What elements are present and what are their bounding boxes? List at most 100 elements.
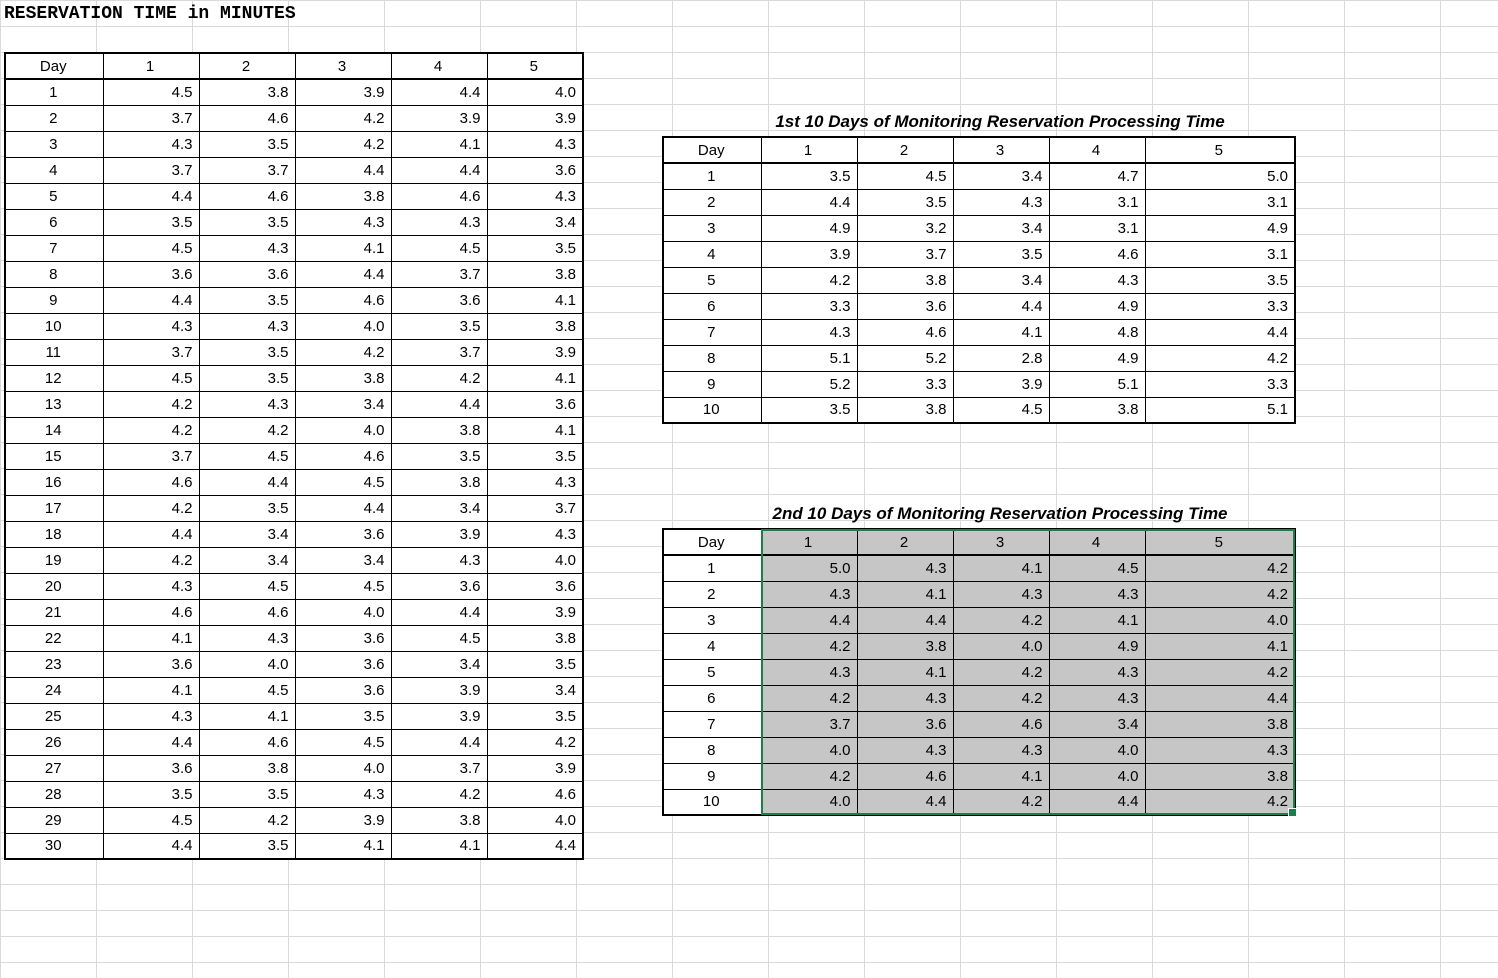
data-cell[interactable]: 3.9: [391, 105, 487, 131]
data-cell[interactable]: 3.8: [1145, 763, 1295, 789]
data-cell[interactable]: 4.2: [761, 633, 857, 659]
data-cell[interactable]: 3.8: [857, 267, 953, 293]
data-cell[interactable]: 3.9: [391, 677, 487, 703]
data-cell[interactable]: 4.3: [295, 781, 391, 807]
data-cell[interactable]: 3.9: [487, 105, 583, 131]
data-cell[interactable]: 4.4: [857, 789, 953, 815]
data-cell[interactable]: 3.5: [295, 703, 391, 729]
data-cell[interactable]: 4.4: [103, 521, 199, 547]
data-cell[interactable]: 4.4: [487, 833, 583, 859]
data-cell[interactable]: 4.4: [953, 293, 1049, 319]
data-cell[interactable]: 4.2: [1145, 659, 1295, 685]
col-header[interactable]: 2: [199, 53, 295, 79]
data-cell[interactable]: 3.5: [761, 397, 857, 423]
data-cell[interactable]: 4.3: [953, 189, 1049, 215]
data-cell[interactable]: 4.1: [391, 131, 487, 157]
data-cell[interactable]: 4.1: [953, 319, 1049, 345]
data-cell[interactable]: 4.3: [761, 319, 857, 345]
data-cell[interactable]: 4.5: [103, 365, 199, 391]
data-cell[interactable]: 4.1: [487, 417, 583, 443]
col-header[interactable]: 5: [1145, 529, 1295, 555]
data-cell[interactable]: 4.1: [295, 833, 391, 859]
col-header[interactable]: 3: [295, 53, 391, 79]
table-row[interactable]: 194.23.43.44.34.0: [5, 547, 583, 573]
data-cell[interactable]: 3.8: [487, 313, 583, 339]
data-cell[interactable]: 3.5: [199, 131, 295, 157]
data-cell[interactable]: 4.3: [1049, 581, 1145, 607]
data-cell[interactable]: 4.3: [391, 209, 487, 235]
data-cell[interactable]: 4.3: [199, 313, 295, 339]
data-cell[interactable]: 3.8: [391, 469, 487, 495]
data-cell[interactable]: 4.4: [295, 157, 391, 183]
data-cell[interactable]: 4.2: [103, 495, 199, 521]
data-cell[interactable]: 4.3: [391, 547, 487, 573]
data-cell[interactable]: 4.5: [391, 625, 487, 651]
data-cell[interactable]: 3.8: [487, 261, 583, 287]
col-header[interactable]: 1: [761, 529, 857, 555]
data-cell[interactable]: 4.6: [295, 443, 391, 469]
day-cell[interactable]: 10: [663, 397, 761, 423]
data-cell[interactable]: 4.4: [1049, 789, 1145, 815]
data-cell[interactable]: 3.4: [295, 391, 391, 417]
data-cell[interactable]: 5.0: [761, 555, 857, 581]
col-header[interactable]: 3: [953, 529, 1049, 555]
table-row[interactable]: 14.53.83.94.44.0: [5, 79, 583, 105]
table-row[interactable]: 24.34.14.34.34.2: [663, 581, 1295, 607]
col-header[interactable]: Day: [663, 529, 761, 555]
data-cell[interactable]: 3.9: [761, 241, 857, 267]
data-cell[interactable]: 4.6: [391, 183, 487, 209]
table-row[interactable]: 73.73.64.63.43.8: [663, 711, 1295, 737]
data-cell[interactable]: 3.4: [953, 163, 1049, 189]
data-cell[interactable]: 3.4: [487, 209, 583, 235]
day-cell[interactable]: 15: [5, 443, 103, 469]
data-cell[interactable]: 4.2: [199, 417, 295, 443]
table-row[interactable]: 13.54.53.44.75.0: [663, 163, 1295, 189]
data-cell[interactable]: 3.5: [199, 365, 295, 391]
data-cell[interactable]: 4.4: [761, 607, 857, 633]
data-cell[interactable]: 4.1: [487, 287, 583, 313]
data-cell[interactable]: 3.6: [487, 391, 583, 417]
data-cell[interactable]: 4.5: [1049, 555, 1145, 581]
data-cell[interactable]: 4.5: [103, 235, 199, 261]
data-cell[interactable]: 4.1: [295, 235, 391, 261]
data-cell[interactable]: 4.3: [1145, 737, 1295, 763]
data-cell[interactable]: 3.3: [857, 371, 953, 397]
data-cell[interactable]: 4.3: [857, 555, 953, 581]
day-cell[interactable]: 2: [5, 105, 103, 131]
data-cell[interactable]: 4.9: [1049, 345, 1145, 371]
data-cell[interactable]: 3.6: [295, 651, 391, 677]
day-cell[interactable]: 10: [5, 313, 103, 339]
data-cell[interactable]: 3.4: [295, 547, 391, 573]
data-cell[interactable]: 4.4: [1145, 319, 1295, 345]
data-cell[interactable]: 4.0: [295, 417, 391, 443]
data-cell[interactable]: 3.6: [199, 261, 295, 287]
table-row[interactable]: 103.53.84.53.85.1: [663, 397, 1295, 423]
day-cell[interactable]: 6: [663, 293, 761, 319]
table-row[interactable]: 23.74.64.23.93.9: [5, 105, 583, 131]
day-cell[interactable]: 7: [5, 235, 103, 261]
table-row[interactable]: 63.53.54.34.33.4: [5, 209, 583, 235]
day-cell[interactable]: 26: [5, 729, 103, 755]
table-row[interactable]: 94.43.54.63.64.1: [5, 287, 583, 313]
table-row[interactable]: 204.34.54.53.63.6: [5, 573, 583, 599]
data-cell[interactable]: 3.5: [199, 833, 295, 859]
data-cell[interactable]: 4.3: [487, 521, 583, 547]
day-cell[interactable]: 2: [663, 189, 761, 215]
table-row[interactable]: 85.15.22.84.94.2: [663, 345, 1295, 371]
col-header[interactable]: 4: [391, 53, 487, 79]
data-cell[interactable]: 3.6: [857, 293, 953, 319]
day-cell[interactable]: 1: [5, 79, 103, 105]
data-cell[interactable]: 4.6: [199, 105, 295, 131]
day-cell[interactable]: 23: [5, 651, 103, 677]
data-cell[interactable]: 4.5: [199, 573, 295, 599]
table-row[interactable]: 184.43.43.63.94.3: [5, 521, 583, 547]
col-header[interactable]: 2: [857, 137, 953, 163]
data-cell[interactable]: 4.3: [487, 183, 583, 209]
data-cell[interactable]: 3.8: [199, 755, 295, 781]
table-row[interactable]: 153.74.54.63.53.5: [5, 443, 583, 469]
data-cell[interactable]: 4.3: [953, 581, 1049, 607]
data-cell[interactable]: 4.0: [953, 633, 1049, 659]
table-row[interactable]: 74.34.64.14.84.4: [663, 319, 1295, 345]
data-cell[interactable]: 4.5: [295, 469, 391, 495]
day-cell[interactable]: 4: [663, 633, 761, 659]
